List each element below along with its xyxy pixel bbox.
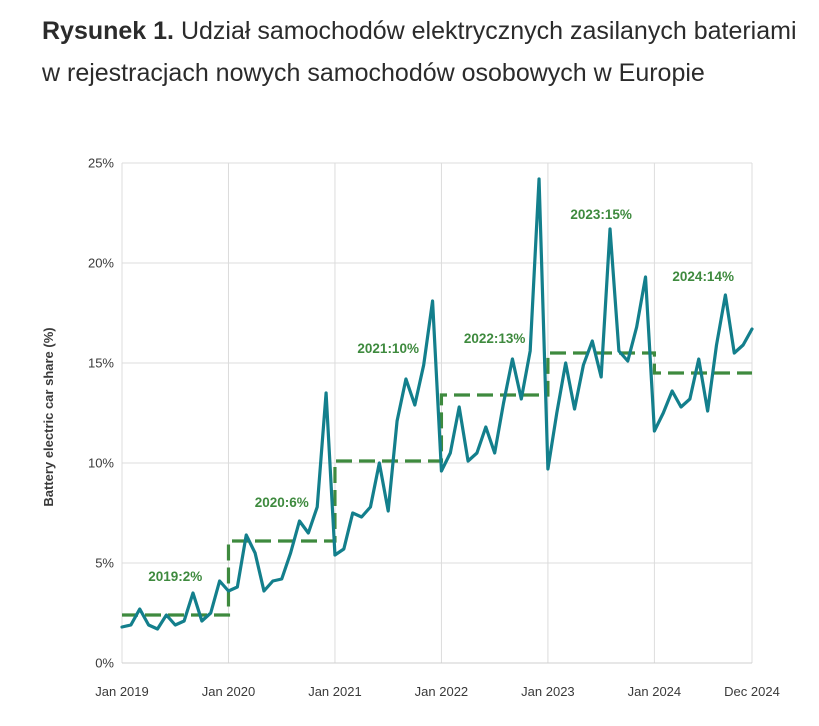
annual-average-label: 2019:2% [148,569,202,584]
annual-average-label: 2023:15% [570,207,632,222]
series-group [120,177,754,631]
x-tick-label: Jan 2024 [628,684,682,699]
y-tick-label: 15% [88,356,114,371]
title-text: Udział samochodów elektrycznych zasilany… [42,17,797,87]
annual-average-steps [122,351,752,617]
title-prefix: Rysunek 1. [42,17,175,45]
y-tick-label: 0% [95,656,114,671]
y-tick-label: 5% [95,556,114,571]
x-tick-labels: Jan 2019 Jan 2020 Jan 2021 Jan 2022 Jan 2023… [95,684,780,699]
chart-title: Rysunek 1. Udział samochodów elektryczny… [42,10,802,94]
y-tick-label: 10% [88,456,114,471]
annual-average-label: 2024:14% [672,269,734,284]
x-tick-label: Jan 2022 [415,684,469,699]
bev-share-series-line [120,177,754,631]
y-tick-label: 20% [88,256,114,271]
y-tick-labels: 0% 5% 10% 15% 20% 25% [88,156,114,671]
annual-average-labels: 2019:2% 2020:6% 2021:10% 2022:13% 2023:15% 20… [148,207,734,584]
y-tick-label: 25% [88,156,114,171]
y-axis-label: Battery electric car share (%) [41,327,56,506]
annual-average-label: 2022:13% [464,331,526,346]
x-tick-label: Dec 2024 [724,684,780,699]
annual-average-label: 2020:6% [255,495,309,510]
x-tick-label: Jan 2023 [521,684,575,699]
x-tick-label: Jan 2019 [95,684,149,699]
x-tick-label: Jan 2021 [308,684,362,699]
annual-average-label: 2021:10% [357,341,419,356]
x-tick-label: Jan 2020 [202,684,256,699]
annual-average-line [122,351,752,617]
